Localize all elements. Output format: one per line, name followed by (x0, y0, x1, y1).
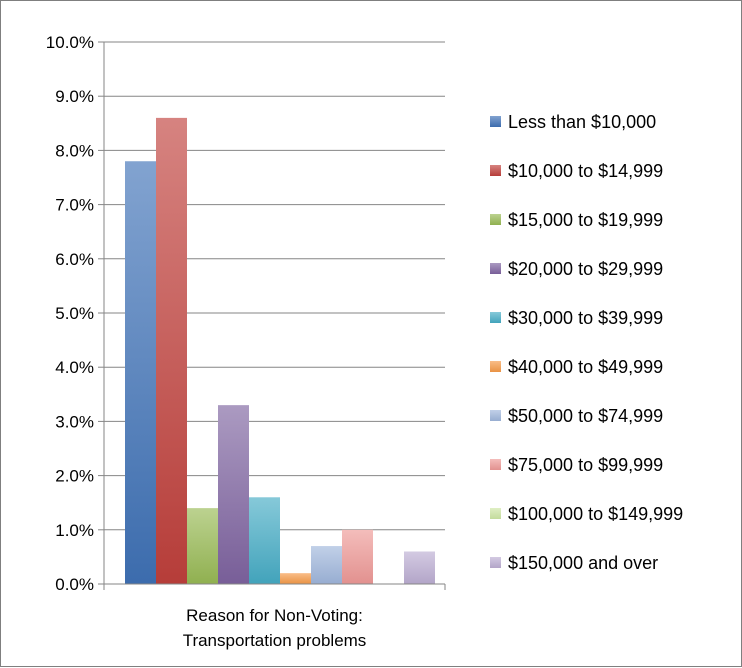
legend-item: $30,000 to $39,999 (490, 308, 663, 328)
x-axis-category-label: Reason for Non-Voting: Transportation pro… (183, 606, 367, 650)
y-tick-label: 6.0% (55, 250, 94, 269)
legend-swatch (490, 459, 501, 470)
legend-item: $75,000 to $99,999 (490, 455, 663, 475)
bar (125, 161, 156, 585)
bar (342, 529, 373, 584)
legend-label: $20,000 to $29,999 (508, 259, 663, 279)
legend-label: $50,000 to $74,999 (508, 406, 663, 426)
y-tick-label: 3.0% (55, 412, 94, 431)
bar (156, 117, 187, 584)
legend-item: $50,000 to $74,999 (490, 406, 663, 426)
y-tick-label: 8.0% (55, 141, 94, 160)
y-tick-label: 9.0% (55, 87, 94, 106)
legend-swatch (490, 263, 501, 274)
legend-swatch (490, 410, 501, 421)
legend-label: $15,000 to $19,999 (508, 210, 663, 230)
y-axis-tick-labels: 0.0% 1.0% 2.0% 3.0% 4.0% 5.0% 6.0% 7.0% 8.0% 9.0%… (46, 33, 94, 594)
x-category-label-line: Transportation problems (183, 631, 367, 650)
legend-item: $150,000 and over (490, 553, 658, 573)
bar (187, 508, 218, 584)
legend-item: $15,000 to $19,999 (490, 210, 663, 230)
legend-item: $10,000 to $14,999 (490, 161, 663, 181)
legend-swatch (490, 508, 501, 519)
y-tick-label: 1.0% (55, 521, 94, 540)
y-tick-label: 5.0% (55, 304, 94, 323)
legend-item: $20,000 to $29,999 (490, 259, 663, 279)
legend-item: Less than $10,000 (490, 112, 656, 132)
legend-label: $75,000 to $99,999 (508, 455, 663, 475)
bars (125, 117, 435, 585)
legend-label: $40,000 to $49,999 (508, 357, 663, 377)
legend-swatch (490, 312, 501, 323)
x-category-label-line: Reason for Non-Voting: (186, 606, 363, 625)
y-tick-label: 0.0% (55, 575, 94, 594)
legend-swatch (490, 214, 501, 225)
legend-item: $40,000 to $49,999 (490, 357, 663, 377)
legend-label: $10,000 to $14,999 (508, 161, 663, 181)
axes (98, 41, 446, 590)
legend-swatch (490, 116, 501, 127)
legend-label: $100,000 to $149,999 (508, 504, 683, 524)
bar (311, 546, 342, 584)
y-tick-label: 10.0% (46, 33, 94, 52)
legend-swatch (490, 361, 501, 372)
y-tick-label: 7.0% (55, 196, 94, 215)
bar (218, 405, 249, 584)
legend-swatch (490, 557, 501, 568)
bar (404, 551, 435, 584)
y-tick-label: 4.0% (55, 358, 94, 377)
legend-item: $100,000 to $149,999 (490, 504, 683, 524)
bar (280, 573, 311, 584)
legend-label: Less than $10,000 (508, 112, 656, 132)
legend-swatch (490, 165, 501, 176)
legend: Less than $10,000 $10,000 to $14,999 $15,0… (490, 112, 683, 573)
legend-label: $150,000 and over (508, 553, 658, 573)
bar (249, 497, 280, 584)
y-tick-label: 2.0% (55, 467, 94, 486)
legend-label: $30,000 to $39,999 (508, 308, 663, 328)
